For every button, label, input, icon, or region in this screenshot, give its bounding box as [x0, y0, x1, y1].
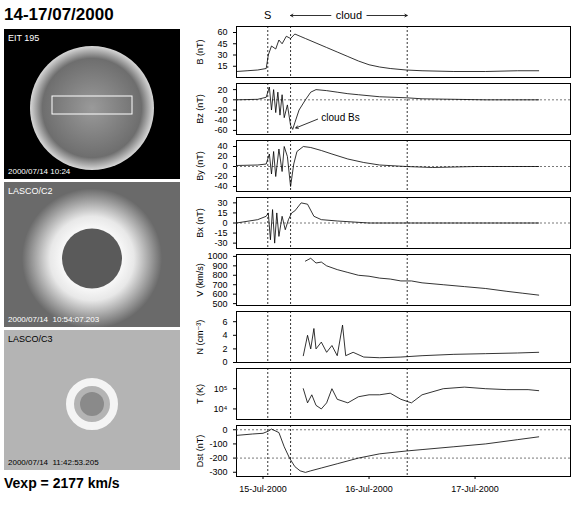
svg-text:-20: -20	[214, 105, 227, 115]
svg-text:2000/07/14 11:42:53.205: 2000/07/14 11:42:53.205	[8, 458, 99, 467]
svg-text:10⁵: 10⁵	[214, 384, 228, 394]
svg-text:-20: -20	[214, 171, 227, 181]
svg-text:-200: -200	[209, 453, 227, 463]
svg-text:S: S	[264, 9, 271, 21]
svg-text:0: 0	[222, 357, 227, 367]
svg-text:60: 60	[217, 27, 227, 37]
svg-text:cloud Bs: cloud Bs	[321, 112, 359, 123]
svg-text:45: 45	[217, 39, 227, 49]
svg-text:-100: -100	[209, 439, 227, 449]
svg-text:-300: -300	[209, 467, 227, 477]
svg-text:17-Jul-2000: 17-Jul-2000	[451, 484, 499, 494]
svg-text:0: 0	[222, 425, 227, 435]
svg-text:15: 15	[217, 61, 227, 71]
svg-text:20: 20	[217, 151, 227, 161]
svg-text:-40: -40	[214, 115, 227, 125]
svg-text:-15: -15	[214, 228, 227, 238]
svg-text:T (K): T (K)	[195, 384, 205, 404]
svg-text:900: 900	[212, 261, 227, 271]
svg-text:2000/07/14 10:24: 2000/07/14 10:24	[8, 167, 71, 176]
svg-text:Bx (nT): Bx (nT)	[195, 208, 205, 238]
svg-text:-40: -40	[214, 181, 227, 191]
svg-text:4: 4	[222, 330, 227, 340]
svg-text:LASCO/C3: LASCO/C3	[8, 334, 53, 344]
svg-text:-60: -60	[214, 125, 227, 135]
svg-text:0: 0	[222, 218, 227, 228]
svg-text:600: 600	[212, 289, 227, 299]
svg-text:6: 6	[222, 317, 227, 327]
html-text:14-17/07/2000: 14-17/07/2000	[4, 5, 114, 24]
svg-text:20: 20	[217, 85, 227, 95]
svg-text:V (km/s): V (km/s)	[195, 263, 205, 297]
svg-text:10⁴: 10⁴	[214, 404, 228, 414]
svg-text:15-Jul-2000: 15-Jul-2000	[239, 484, 287, 494]
svg-text:1000: 1000	[207, 251, 227, 261]
svg-text:2000/07/14 10:54:07.203: 2000/07/14 10:54:07.203	[8, 315, 100, 324]
svg-text:0: 0	[222, 95, 227, 105]
svg-text:N (cm⁻³): N (cm⁻³)	[195, 320, 205, 355]
svg-text:Bz (nT): Bz (nT)	[195, 94, 205, 124]
svg-text:EIT 195: EIT 195	[8, 33, 39, 43]
svg-text:40: 40	[217, 141, 227, 151]
svg-text:16-Jul-2000: 16-Jul-2000	[345, 484, 393, 494]
svg-text:30: 30	[217, 50, 227, 60]
svg-text:Dst (nT): Dst (nT)	[195, 435, 205, 468]
svg-text:0: 0	[222, 161, 227, 171]
html-text:Vexp = 2177 km/s: Vexp = 2177 km/s	[4, 475, 120, 491]
svg-text:LASCO/C2: LASCO/C2	[8, 186, 53, 196]
svg-text:By (nT): By (nT)	[195, 151, 205, 181]
svg-text:800: 800	[212, 270, 227, 280]
svg-text:500: 500	[212, 298, 227, 308]
svg-text:-30: -30	[214, 238, 227, 248]
svg-text:cloud: cloud	[336, 9, 362, 21]
svg-text:15: 15	[217, 208, 227, 218]
svg-text:30: 30	[217, 198, 227, 208]
svg-text:2: 2	[222, 344, 227, 354]
svg-text:700: 700	[212, 280, 227, 290]
svg-text:B (nT): B (nT)	[195, 39, 205, 64]
